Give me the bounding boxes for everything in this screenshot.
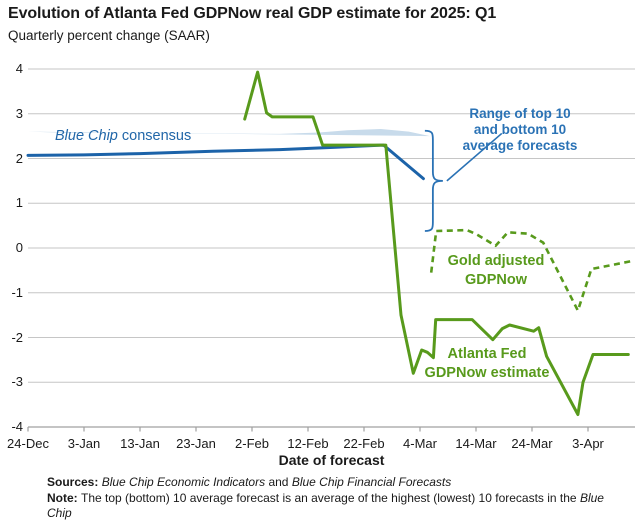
- gold-label-line2: GDPNow: [464, 271, 528, 288]
- range-annotation-line2: and bottom 10: [473, 122, 567, 137]
- x-tick-label: 2-Feb: [235, 436, 269, 451]
- footer-sources-and: and: [265, 475, 292, 489]
- atlanta-label-line2: GDPNow estimate: [424, 365, 550, 381]
- gold-adjusted-gdpnow-label: Gold adjusted GDPNow: [421, 252, 571, 289]
- x-axis-title: Date of forecast: [278, 452, 385, 468]
- y-tick-label: -3: [11, 374, 23, 390]
- gold-adjusted-gdpnow-line: [429, 228, 635, 312]
- x-tick-label: 24-Dec: [7, 436, 49, 451]
- x-tick-label: 23-Jan: [176, 436, 216, 451]
- blue-chip-consensus-label-italic: Blue Chip: [55, 128, 118, 144]
- footer-note-italic: Blue Chip: [47, 490, 604, 521]
- y-tick-label: 4: [15, 61, 23, 76]
- y-tick-label: 3: [15, 105, 23, 121]
- x-tick-label: 3-Jan: [67, 436, 101, 451]
- chart-title: Evolution of Atlanta Fed GDPNow real GDP…: [8, 5, 497, 22]
- atlanta-fed-gdpnow-label: Atlanta Fed GDPNow estimate: [402, 345, 572, 383]
- range-annotation-line1: Range of top 10: [469, 106, 571, 121]
- blue-chip-consensus-label-rest: consensus: [117, 128, 192, 144]
- footer-sources-italic1: Blue Chip Economic Indicators: [101, 475, 266, 489]
- x-tick-label: 24-Mar: [511, 436, 553, 451]
- x-tick-label: 13-Jan: [120, 436, 160, 451]
- blue-chip-consensus-label: Blue Chip consensus: [55, 128, 191, 144]
- footer-sources-line: Sources: Blue Chip Economic Indicators a…: [47, 475, 625, 491]
- x-tick-label: 14-Mar: [455, 436, 497, 451]
- y-tick-label: -2: [11, 329, 23, 345]
- footer-note-text: The top (bottom) 10 average forecast is …: [81, 490, 580, 505]
- y-tick-label: 2: [15, 150, 23, 166]
- annotation-leader-line: [446, 132, 503, 182]
- footer-note-label: Note:: [47, 490, 81, 505]
- chart-subtitle: Quarterly percent change (SAAR): [8, 28, 210, 43]
- x-tick-label: 3-Apr: [572, 436, 604, 451]
- y-tick-label: -4: [11, 419, 23, 434]
- range-bracket: [424, 129, 443, 232]
- atlanta-fed-gdpnow-line: [243, 70, 630, 416]
- footer-sources-italic2: Blue Chip Financial Forecasts: [291, 475, 452, 489]
- x-tick-label: 12-Feb: [287, 436, 329, 451]
- footer-sources-label: Sources:: [47, 475, 102, 489]
- y-tick-label: 0: [15, 240, 23, 255]
- footer-note-line: Note: The top (bottom) 10 average foreca…: [47, 491, 625, 521]
- x-tick-label: 22-Feb: [343, 436, 385, 451]
- chart-footer: Sources: Blue Chip Economic Indicators a…: [47, 475, 625, 521]
- range-annotation: Range of top 10 and bottom 10 average fo…: [424, 106, 616, 154]
- atlanta-label-line1: Atlanta Fed: [447, 346, 527, 362]
- range-annotation-line3: average forecasts: [462, 138, 578, 153]
- y-tick-label: 1: [15, 195, 23, 211]
- blue-chip-consensus-line: [26, 143, 425, 181]
- x-tick-label: 4-Mar: [403, 436, 437, 451]
- y-tick-label: -1: [11, 284, 23, 300]
- gold-label-line1: Gold adjusted: [447, 253, 545, 269]
- blue-chip-range-band: [28, 129, 431, 137]
